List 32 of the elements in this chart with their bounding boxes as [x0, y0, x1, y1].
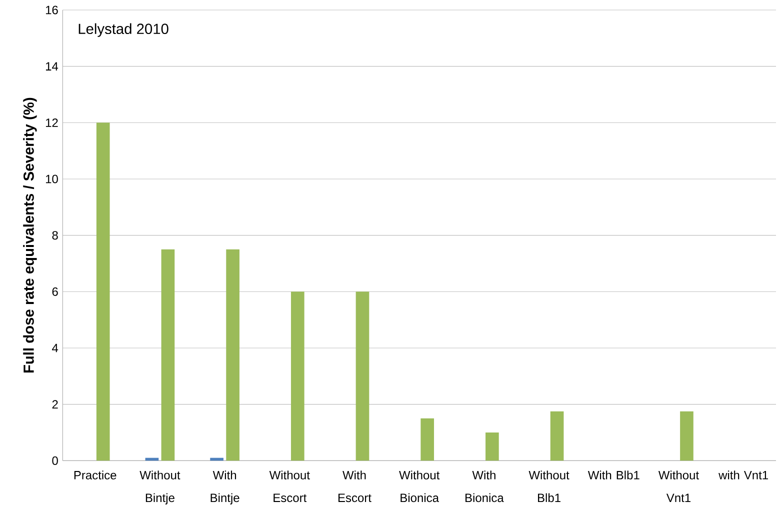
annotation: Lelystad 2010 — [78, 23, 168, 37]
x-tick-label: Practice — [74, 470, 116, 480]
bar — [96, 122, 110, 461]
x-tick-label: Without Blb1 — [528, 470, 570, 502]
x-tick-label: With Bionica — [465, 470, 504, 502]
bar — [680, 411, 694, 461]
y-tick-label: 10 — [46, 174, 58, 184]
x-tick-label: With Escort — [338, 470, 372, 502]
y-tick-label: 4 — [52, 344, 58, 352]
x-tick-label: With Blb1 — [588, 470, 640, 480]
y-tick-label: 2 — [52, 400, 58, 409]
x-tick-label: Without Bintje — [140, 470, 180, 504]
y-tick-label: 14 — [46, 62, 58, 70]
y-tick-label: 0 — [52, 456, 58, 465]
bar — [356, 292, 370, 461]
x-tick-label: Without Bionica — [399, 470, 440, 502]
bar — [290, 292, 304, 461]
y-axis-title: Full dose rate equivalents / Severity (%) — [23, 98, 37, 372]
y-tick-label: 8 — [52, 231, 58, 240]
x-tick-label: Without Escort — [269, 470, 310, 502]
y-tick-label: 16 — [46, 6, 58, 14]
bar — [550, 411, 564, 461]
bar — [161, 249, 175, 461]
x-tick-label: Without Vnt1 — [658, 470, 699, 502]
bar — [226, 249, 240, 461]
bar — [486, 432, 499, 461]
y-tick-label: 6 — [52, 287, 58, 296]
bar — [420, 418, 434, 461]
x-tick-label: With Bintje — [210, 470, 240, 504]
bar — [210, 458, 224, 461]
y-tick-label: 12 — [46, 118, 58, 127]
x-tick-label: with Vnt1 — [718, 470, 768, 480]
